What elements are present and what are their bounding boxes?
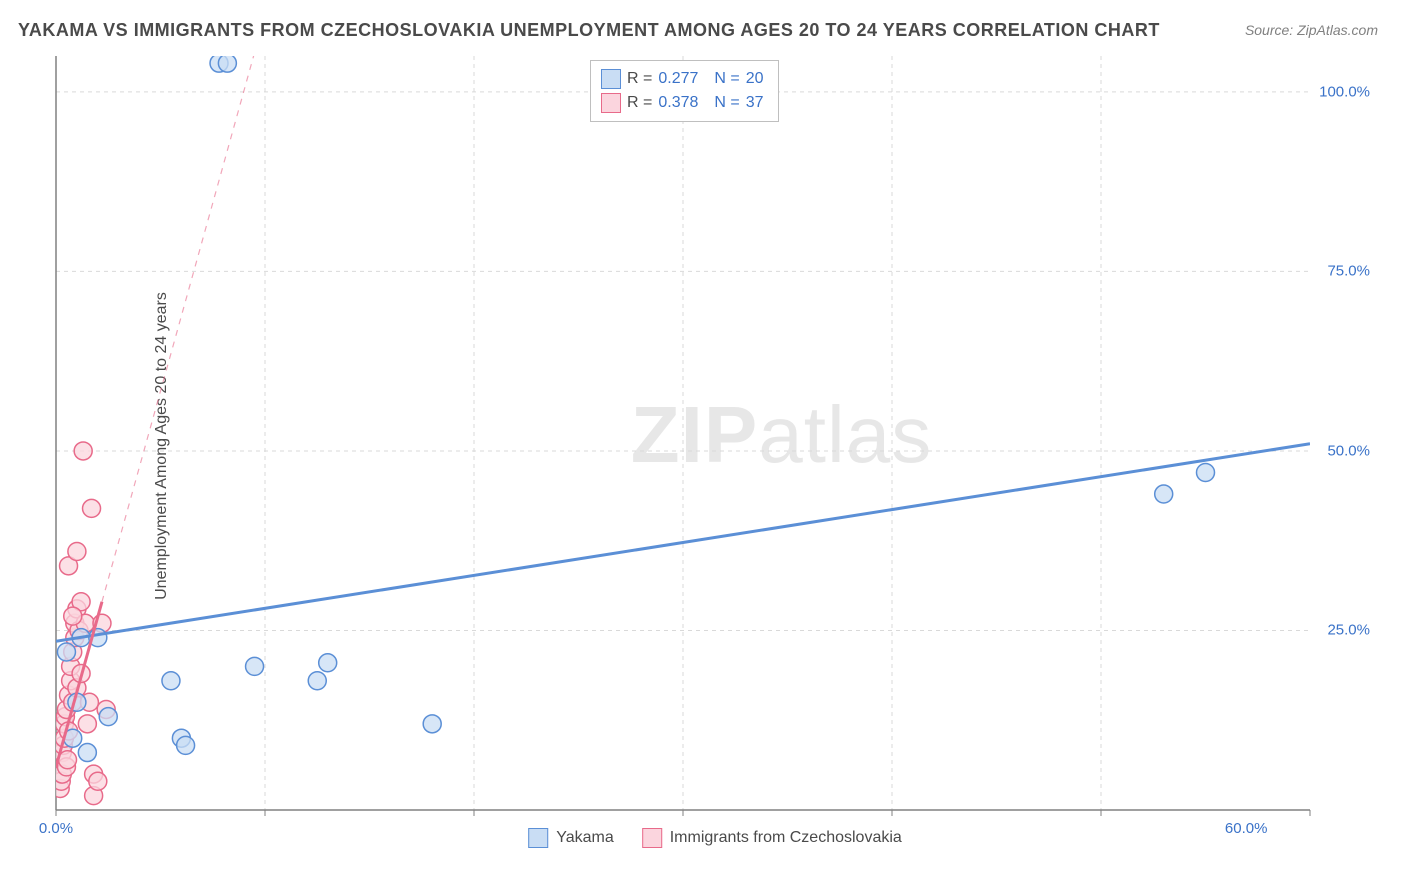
bottom-legend: Yakama Immigrants from Czechoslovakia [528, 828, 902, 848]
legend-item-immigrants: Immigrants from Czechoslovakia [642, 828, 902, 848]
r-value: 0.277 [658, 67, 698, 91]
y-tick-label: 50.0% [1327, 442, 1370, 459]
r-value: 0.378 [658, 91, 698, 115]
legend-label: Yakama [556, 829, 614, 847]
source-label: Source: ZipAtlas.com [1245, 22, 1378, 38]
swatch-icon [642, 828, 662, 848]
stats-row-immigrants: R = 0.378 N = 37 [601, 91, 764, 115]
legend-label: Immigrants from Czechoslovakia [670, 829, 902, 847]
swatch-icon [528, 828, 548, 848]
y-tick-label: 75.0% [1327, 263, 1370, 280]
swatch-icon [601, 69, 621, 89]
stats-row-yakama: R = 0.277 N = 20 [601, 67, 764, 91]
r-label: R = [627, 67, 652, 91]
r-label: R = [627, 91, 652, 115]
swatch-icon [601, 93, 621, 113]
n-value: 37 [746, 91, 764, 115]
x-tick-label: 0.0% [39, 820, 73, 837]
x-tick-label: 60.0% [1225, 820, 1268, 837]
n-value: 20 [746, 67, 764, 91]
plot-area: ZIPatlas R = 0.277 N = 20 R = 0.378 N = … [50, 56, 1380, 846]
scatter-chart [50, 56, 1380, 846]
n-label: N = [714, 91, 739, 115]
chart-title: YAKAMA VS IMMIGRANTS FROM CZECHOSLOVAKIA… [18, 20, 1160, 41]
y-tick-label: 100.0% [1319, 83, 1370, 100]
stats-legend: R = 0.277 N = 20 R = 0.378 N = 37 [590, 60, 779, 122]
y-tick-label: 25.0% [1327, 622, 1370, 639]
legend-item-yakama: Yakama [528, 828, 614, 848]
n-label: N = [714, 67, 739, 91]
